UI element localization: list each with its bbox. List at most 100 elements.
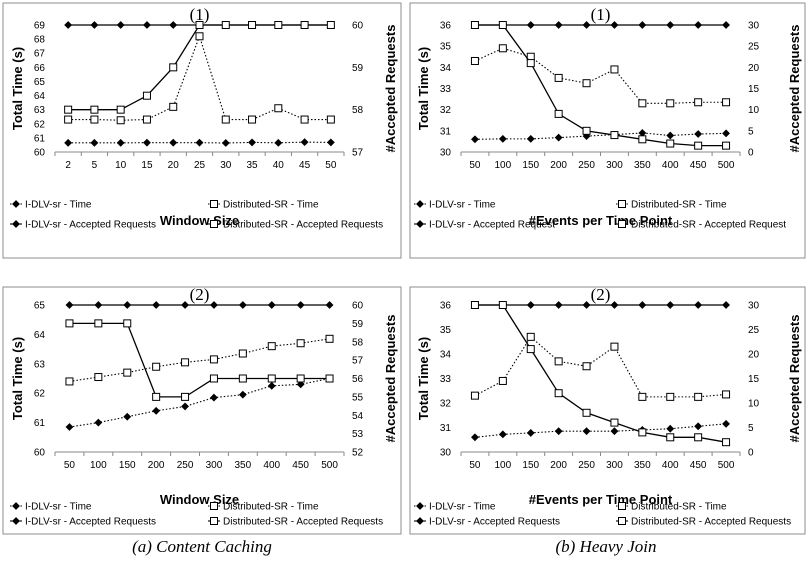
x-tick-label: 400 <box>263 460 280 471</box>
data-point <box>526 301 535 309</box>
y-right-tick-label: 59 <box>352 319 364 330</box>
data-point <box>554 427 563 436</box>
x-tick-label: 25 <box>194 160 206 171</box>
data-point <box>221 21 230 29</box>
data-point <box>64 138 73 147</box>
x-tick-label: 350 <box>634 160 651 171</box>
legend-marker <box>618 220 626 228</box>
x-tick-label: 200 <box>550 160 567 171</box>
x-axis-label: #Events per Time Point <box>529 213 673 228</box>
y-right-tick-label: 5 <box>748 126 754 137</box>
panel-border <box>2 286 402 535</box>
data-point <box>64 115 73 124</box>
chart-title: (2) <box>190 285 210 304</box>
data-point <box>722 98 731 107</box>
x-tick-label: 100 <box>495 160 512 171</box>
y-right-tick-label: 15 <box>748 374 760 385</box>
y-left-tick-label: 60 <box>34 148 46 159</box>
y-right-tick-label: 25 <box>748 42 760 53</box>
y-left-tick-label: 66 <box>34 63 46 74</box>
chart-panel-4: (2) 30 31 32 33 34 35 36 0 5 10 15 20 25 30 50 100 150 200… <box>409 285 806 535</box>
y-left-tick-label: 69 <box>34 21 46 32</box>
data-point <box>498 376 507 385</box>
data-point <box>296 380 305 389</box>
data-point <box>722 419 730 428</box>
y-left-tick-label: 34 <box>440 63 452 74</box>
legend: I-DLV-sr - Time Distributed-SR - Time I-DL… <box>414 200 786 231</box>
data-point <box>143 138 151 147</box>
x-tick-label: 400 <box>662 460 679 471</box>
series-2 <box>65 334 334 386</box>
y-left-tick-label: 30 <box>440 148 452 159</box>
data-point <box>65 301 74 309</box>
legend-marker <box>416 502 424 510</box>
legend-label: I-DLV-sr - Time <box>429 502 496 513</box>
data-point <box>526 134 535 143</box>
data-point <box>123 368 132 377</box>
caption-heavy-join: (b) Heavy Join <box>555 537 657 556</box>
legend-marker <box>416 220 424 228</box>
data-point <box>123 412 132 421</box>
x-tick-label: 300 <box>606 460 623 471</box>
data-point <box>169 63 178 72</box>
data-point <box>142 91 151 100</box>
data-point <box>94 319 103 328</box>
y-right-tick-label: 52 <box>352 448 364 459</box>
x-tick-label: 20 <box>168 160 180 171</box>
x-tick-label: 200 <box>550 460 567 471</box>
y-right-tick-label: 30 <box>748 21 760 32</box>
y-left-tick-label: 31 <box>440 126 452 137</box>
x-tick-label: 350 <box>634 460 651 471</box>
data-point <box>694 98 703 107</box>
series-1 <box>471 129 730 144</box>
chart-title: (2) <box>591 285 611 304</box>
data-point <box>470 301 479 309</box>
legend: I-DLV-sr - Time Distributed-SR - Time I-DL… <box>414 502 791 528</box>
data-point <box>90 21 99 29</box>
data-point <box>470 56 479 65</box>
y-left-tick-label: 68 <box>34 35 46 46</box>
data-point <box>116 116 125 125</box>
y-right-tick-label: 30 <box>748 301 760 312</box>
data-point <box>638 428 647 437</box>
data-point <box>209 374 218 383</box>
data-point <box>221 139 230 147</box>
data-point <box>181 301 189 309</box>
x-tick-label: 450 <box>292 460 309 471</box>
data-point <box>181 402 189 411</box>
y-left-tick-label: 30 <box>440 448 452 459</box>
series-1 <box>65 374 334 431</box>
y-right-axis-label: #Accepted Requests <box>787 25 802 153</box>
legend-label: I-DLV-sr - Accepted Requests <box>25 220 156 231</box>
data-point <box>94 373 103 382</box>
data-point <box>554 21 563 29</box>
y-right-tick-label: 10 <box>748 399 760 410</box>
y-right-tick-label: 20 <box>748 350 760 361</box>
series-line <box>474 304 727 443</box>
data-point <box>152 362 161 371</box>
y-right-tick-label: 5 <box>748 423 754 434</box>
data-point <box>152 392 161 401</box>
y-left-tick-label: 33 <box>440 374 452 385</box>
y-left-tick-label: 63 <box>34 105 46 116</box>
y-left-tick-label: 32 <box>440 105 452 116</box>
data-point <box>248 138 256 147</box>
y-right-axis-label: #Accepted Requests <box>383 315 398 443</box>
x-axis-label: #Events per Time Point <box>529 492 673 507</box>
data-point <box>325 301 334 309</box>
x-tick-label: 45 <box>299 160 311 171</box>
data-point <box>296 301 305 309</box>
data-point <box>582 362 591 371</box>
data-point <box>610 301 619 309</box>
x-tick-label: 500 <box>718 460 735 471</box>
data-point <box>498 301 507 309</box>
y-left-tick-label: 65 <box>34 301 46 312</box>
data-point <box>142 115 151 124</box>
x-tick-label: 40 <box>273 160 285 171</box>
legend-marker <box>416 200 424 208</box>
data-point <box>181 392 190 401</box>
data-point <box>195 32 204 41</box>
data-point <box>94 418 103 427</box>
data-point <box>267 342 276 351</box>
